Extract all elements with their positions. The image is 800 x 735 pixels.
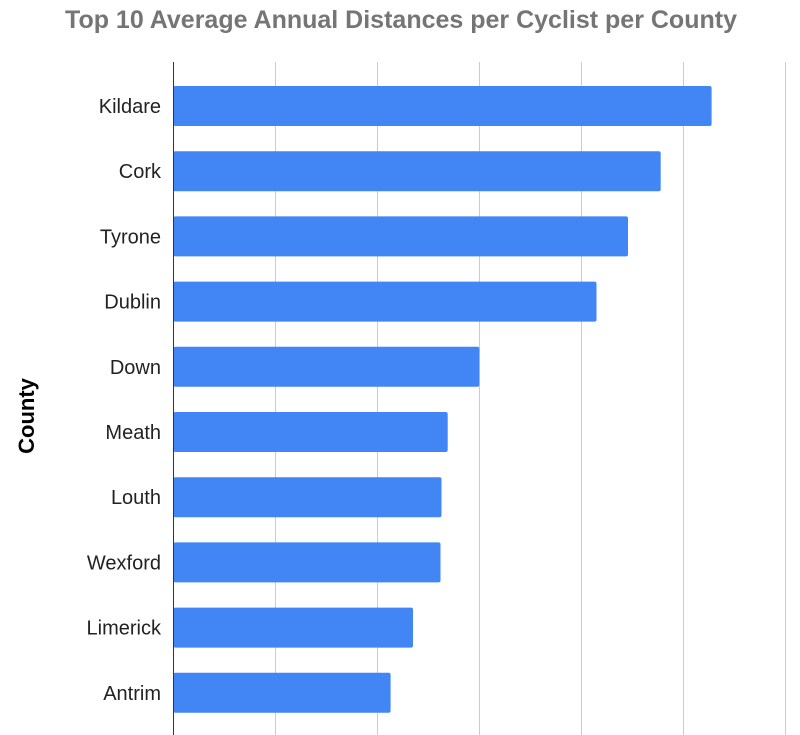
- bar-antrim: [173, 672, 391, 713]
- bar-limerick: [173, 607, 413, 648]
- category-label-tyrone: Tyrone: [100, 226, 161, 248]
- bar-cork: [173, 151, 661, 192]
- bar-kildare: [173, 86, 712, 126]
- category-label-antrim: Antrim: [103, 683, 161, 705]
- chart-title: Top 10 Average Annual Distances per Cycl…: [65, 6, 737, 34]
- bar-dublin: [173, 281, 597, 322]
- bar-meath: [173, 412, 448, 452]
- category-label-meath: Meath: [105, 422, 161, 444]
- bars: [173, 86, 712, 713]
- bar-wexford: [173, 542, 441, 583]
- bar-down: [173, 346, 480, 387]
- bar-tyrone: [173, 216, 628, 257]
- category-label-dublin: Dublin: [104, 292, 161, 314]
- category-label-wexford: Wexford: [87, 552, 161, 574]
- bar-louth: [173, 477, 442, 518]
- y-axis-title: County: [14, 377, 39, 454]
- category-label-down: Down: [110, 357, 161, 379]
- category-labels: Kildare Cork Tyrone Dublin Down Meath Louth Wex…: [87, 96, 162, 705]
- category-label-limerick: Limerick: [87, 618, 162, 640]
- category-label-louth: Louth: [111, 487, 161, 509]
- category-label-kildare: Kildare: [99, 96, 161, 118]
- category-label-cork: Cork: [119, 161, 162, 183]
